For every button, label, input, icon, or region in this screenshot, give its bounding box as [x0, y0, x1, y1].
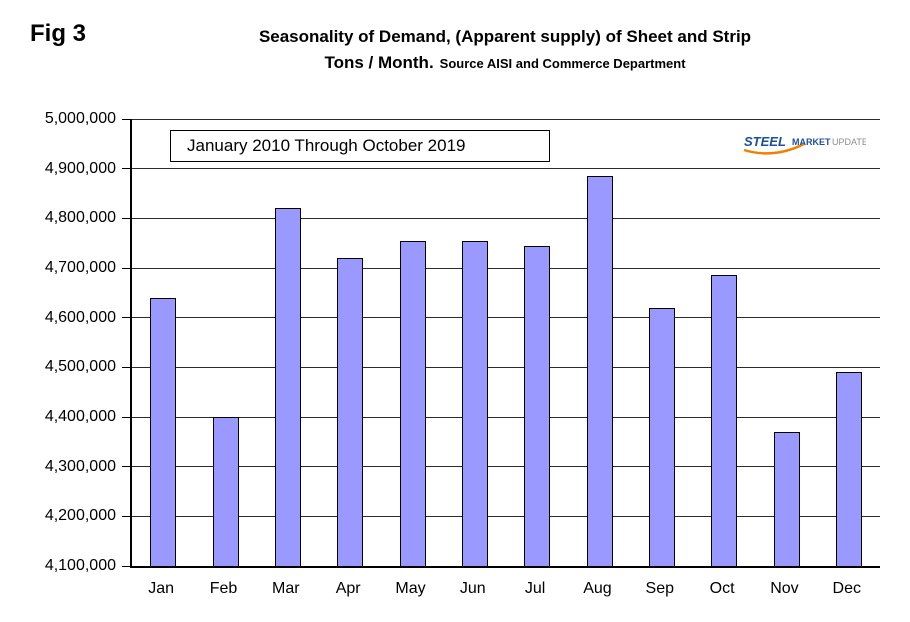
x-axis: Jan Feb Mar Apr May Jun Jul Aug Sep Oct Nov Dec [130, 580, 878, 598]
y-axis-label: 5,000,000 [44, 110, 116, 127]
bar-jan [150, 297, 177, 566]
gridline [132, 168, 880, 170]
y-axis-tick [122, 565, 132, 567]
x-axis-label-jun: Jun [459, 580, 486, 597]
x-axis-label-sep: Sep [645, 580, 675, 597]
bar-nov [773, 431, 800, 566]
figure-label: Fig 3 [30, 20, 87, 47]
bar-may [399, 240, 426, 566]
x-axis-label-jul: Jul [524, 580, 546, 597]
y-axis-label: 4,600,000 [44, 308, 116, 326]
x-axis-label-jan: Jan [148, 580, 175, 597]
gridline [132, 366, 880, 368]
chart-subtitle: Tons / Month. Source AISI and Commerce De… [100, 50, 910, 76]
gridline [132, 416, 880, 418]
x-axis-label-aug: Aug [583, 580, 612, 597]
y-axis-label: 4,100,000 [44, 557, 116, 574]
logo-steel-text: STEEL [744, 134, 786, 149]
legend-box: January 2010 Through October 2019 [170, 130, 550, 162]
logo-swoosh-icon [743, 142, 805, 155]
x-axis-label-may: May [395, 580, 426, 597]
plot-area: January 2010 Through October 2019 STEEL … [122, 118, 880, 568]
y-axis-tick [122, 366, 132, 368]
y-axis-label: 4,400,000 [44, 408, 116, 425]
y-axis-tick [122, 168, 132, 170]
chart-title-block: Seasonality of Demand, (Apparent supply)… [100, 24, 910, 76]
y-axis-label: 4,900,000 [44, 159, 116, 177]
x-axis-label-apr: Apr [335, 580, 361, 597]
bar-aug [586, 176, 613, 566]
logo-update-text: UPDATE [832, 137, 866, 147]
x-axis-label-feb: Feb [209, 580, 238, 597]
y-axis-tick [122, 267, 132, 269]
x-axis-label-nov: Nov [770, 580, 799, 597]
smu-logo-graphic: STEEL MARKET UPDATE [743, 134, 868, 155]
y-axis-label: 4,300,000 [44, 457, 116, 475]
x-axis-label-oct: Oct [709, 580, 735, 597]
x-axis-label-mar: Mar [272, 580, 300, 597]
y-axis-label: 4,800,000 [44, 209, 116, 227]
y-axis-tick [122, 317, 132, 319]
y-axis-tick [122, 466, 132, 468]
bar-sep [648, 307, 675, 566]
y-axis-label: 4,700,000 [44, 259, 116, 276]
bar-jun [461, 240, 488, 566]
gridline [132, 515, 880, 517]
chart-title: Seasonality of Demand, (Apparent supply)… [258, 27, 752, 46]
smu-logo: STEEL MARKET UPDATE [742, 131, 868, 162]
y-axis-tick [122, 217, 132, 219]
y-axis-label: 4,500,000 [44, 358, 116, 376]
logo-market-text: MARKET [792, 137, 831, 147]
gridline [132, 217, 880, 219]
x-axis-label-dec: Dec [832, 580, 861, 597]
y-axis-tick [122, 416, 132, 418]
gridline [132, 267, 880, 269]
gridline [132, 118, 880, 120]
y-axis-label: 4,200,000 [44, 507, 116, 525]
y-axis-tick [122, 515, 132, 517]
y-axis-tick [122, 118, 132, 120]
chart-subtitle-main: Tons / Month. [324, 52, 434, 72]
bar-dec [835, 372, 862, 566]
legend-text: January 2010 Through October 2019 [187, 136, 466, 155]
gridline [132, 466, 880, 468]
gridline [132, 317, 880, 319]
bar-apr [337, 258, 364, 566]
bar-mar [274, 208, 301, 566]
bar-jul [524, 245, 551, 566]
chart-source: Source AISI and Commerce Department [439, 55, 686, 71]
bar-feb [212, 417, 239, 566]
bar-oct [711, 275, 738, 566]
